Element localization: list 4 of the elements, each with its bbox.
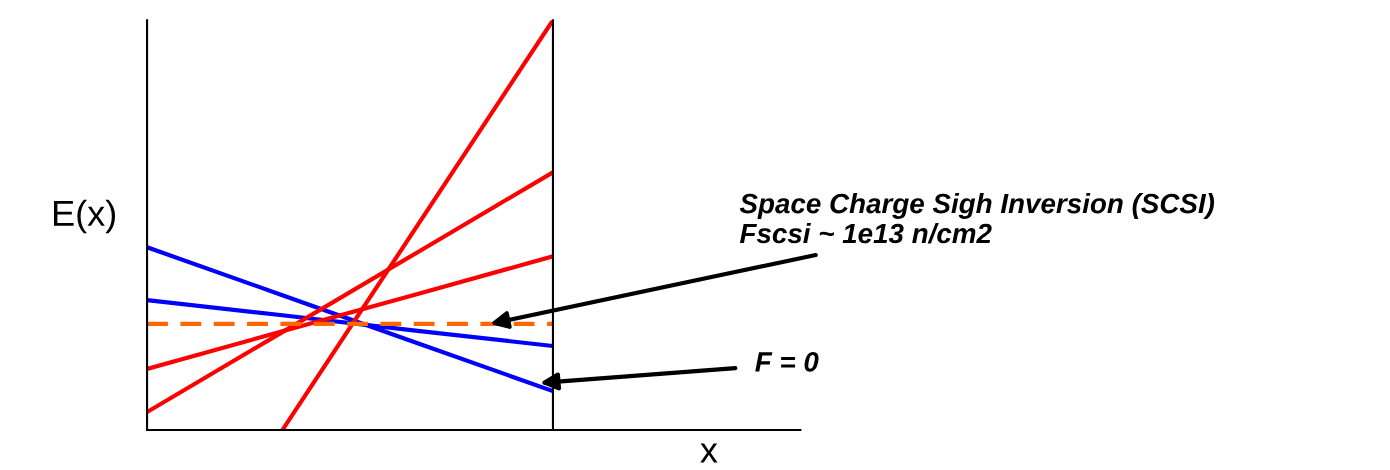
x-axis-title: x — [700, 443, 718, 463]
text: Space Charge Sigh Inversion (SCSI) Fscsi ~ 1e13 n/cm2 — [739, 192, 1215, 244]
y-axis-title: E(x) — [54, 199, 116, 234]
text: F = 0 — [755, 352, 819, 372]
